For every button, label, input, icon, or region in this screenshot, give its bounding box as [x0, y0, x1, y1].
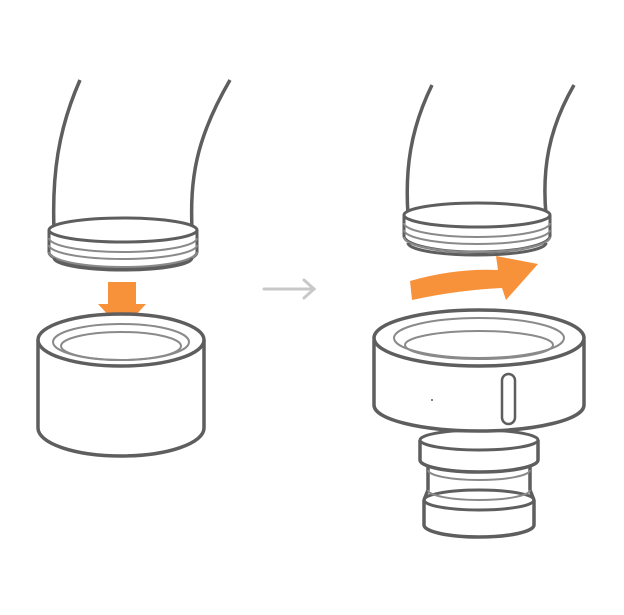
nut-mark — [431, 399, 433, 401]
thread-line-3 — [48, 251, 198, 268]
pipe-right-wall — [543, 84, 576, 216]
coupling-rim — [36, 312, 206, 368]
thread-line-2 — [48, 244, 198, 260]
thread-top-ring — [402, 201, 552, 229]
step-1-pipe-icon — [47, 79, 232, 272]
pipe-left-wall — [405, 84, 434, 216]
thread-line-2 — [403, 229, 551, 245]
thread-line-1 — [403, 222, 551, 238]
thread-bottom — [52, 257, 194, 272]
thread-top-ring — [47, 216, 199, 244]
pipe-left-wall — [51, 79, 82, 231]
step-2-group — [372, 84, 586, 539]
nut-rim — [372, 308, 586, 368]
barb-tail — [418, 428, 540, 539]
step-1-coupling-icon — [36, 312, 206, 458]
step-2-hose-connector-icon — [372, 308, 586, 539]
thread-bottom — [406, 242, 548, 257]
twist-arrow-icon — [410, 256, 538, 300]
pipe-right-wall — [189, 79, 232, 231]
step-1-group — [36, 79, 232, 458]
step-2-pipe-icon — [402, 84, 576, 257]
nut-inner-ring-2 — [404, 330, 554, 360]
push-down-arrow-icon — [98, 282, 146, 330]
thread-line-3 — [403, 236, 551, 253]
coupling-body — [36, 340, 206, 458]
coupling-inner-ring-2 — [60, 331, 182, 361]
next-step-arrow-icon — [262, 278, 317, 300]
nut-grip-ridge — [500, 372, 517, 426]
thread-line-1 — [48, 237, 198, 253]
